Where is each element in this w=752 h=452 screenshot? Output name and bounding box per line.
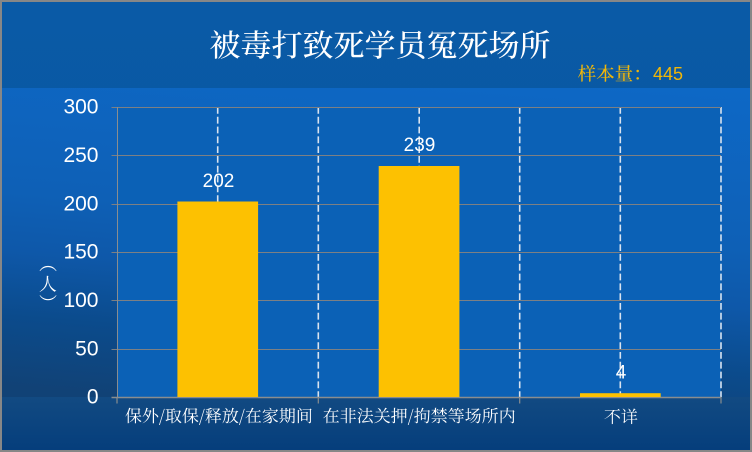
svg-text:100: 100 [63,289,98,312]
svg-text:300: 300 [63,96,98,119]
svg-text:250: 250 [63,144,98,167]
svg-text:200: 200 [63,192,98,215]
svg-text:150: 150 [63,241,98,264]
svg-text:202: 202 [203,171,235,192]
svg-text:50: 50 [75,337,98,360]
svg-text:445: 445 [653,64,683,84]
svg-text:4: 4 [616,362,627,383]
svg-text:0: 0 [87,386,99,409]
svg-text:239: 239 [404,135,436,156]
